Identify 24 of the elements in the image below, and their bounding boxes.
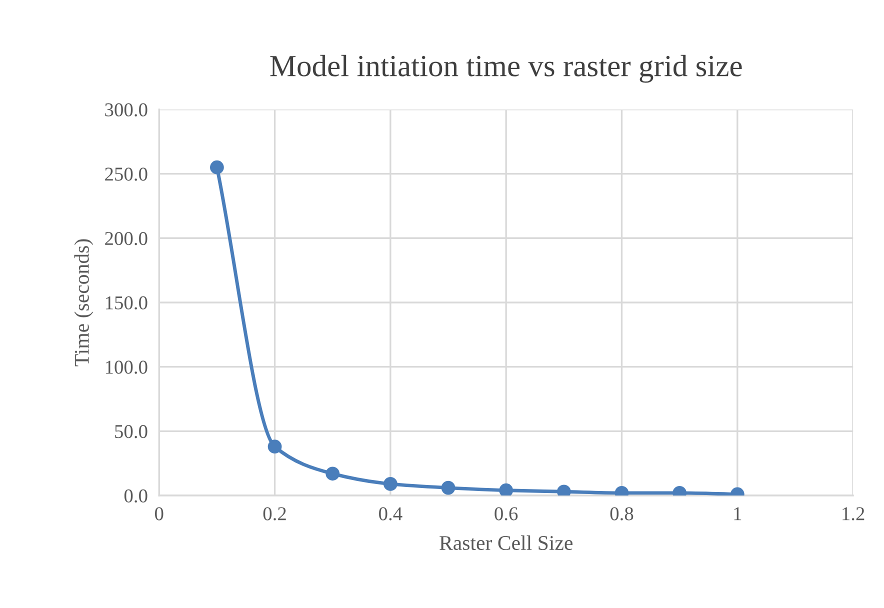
y-tick-label: 50.0 [115,424,148,438]
x-tick-label: 0.8 [610,507,634,520]
x-tick-label: 0 [155,507,164,520]
point [326,466,340,481]
point [383,476,398,491]
chart-title: Model intiation time vs raster grid size [270,54,742,83]
y-tick-label: 200.0 [105,232,148,246]
y-tick-label: 250.0 [105,168,148,181]
x-tick-label: 0.2 [263,507,286,520]
point [556,484,571,496]
point [441,480,456,495]
point [268,440,282,454]
y-tick-label: 100.0 [106,360,148,374]
x-tick-label: 0.4 [379,507,402,520]
point [210,160,224,174]
y-tick-label: 0.0 [124,489,148,503]
x-axis-title: Raster Cell Size [440,535,572,550]
y-tick-label: 300.0 [105,103,148,116]
x-tick-label: 1 [734,507,742,520]
y-axis-title: Time (seconds) [74,239,94,366]
y-tick-label: 150.0 [106,296,148,310]
x-tick-label: 0.6 [494,507,518,520]
point [499,483,514,496]
x-tick-label: 1.2 [842,507,864,520]
